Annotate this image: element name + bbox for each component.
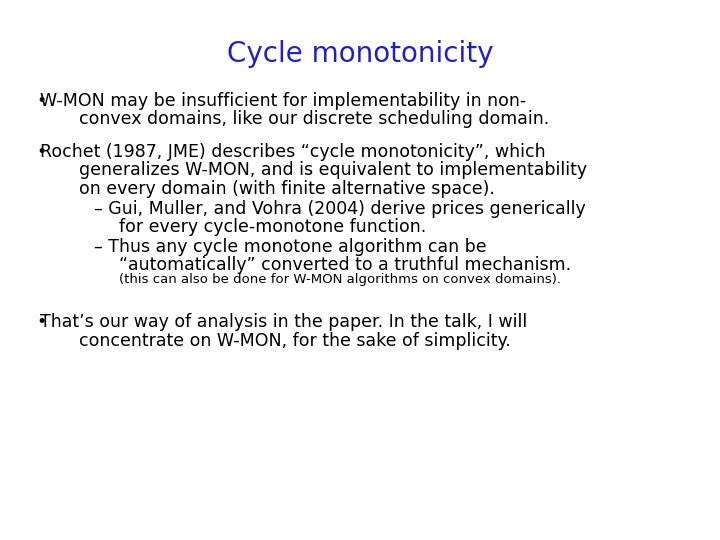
Text: for every cycle-monotone function.: for every cycle-monotone function.	[119, 218, 426, 236]
Text: (this can also be done for W-MON algorithms on convex domains).: (this can also be done for W-MON algorit…	[119, 273, 561, 286]
Text: concentrate on W-MON, for the sake of simplicity.: concentrate on W-MON, for the sake of si…	[79, 332, 511, 349]
Text: •: •	[36, 92, 46, 110]
Text: Cycle monotonicity: Cycle monotonicity	[227, 40, 493, 69]
Text: generalizes W-MON, and is equivalent to implementability: generalizes W-MON, and is equivalent to …	[79, 161, 588, 179]
Text: – Thus any cycle monotone algorithm can be: – Thus any cycle monotone algorithm can …	[94, 238, 486, 256]
Text: W-MON may be insufficient for implementability in non-: W-MON may be insufficient for implementa…	[40, 92, 526, 110]
Text: •: •	[36, 143, 46, 161]
Text: That’s our way of analysis in the paper. In the talk, I will: That’s our way of analysis in the paper.…	[40, 313, 527, 331]
Text: Rochet (1987, JME) describes “cycle monotonicity”, which: Rochet (1987, JME) describes “cycle mono…	[40, 143, 545, 161]
Text: convex domains, like our discrete scheduling domain.: convex domains, like our discrete schedu…	[79, 110, 549, 128]
Text: – Gui, Muller, and Vohra (2004) derive prices generically: – Gui, Muller, and Vohra (2004) derive p…	[94, 200, 585, 218]
Text: on every domain (with finite alternative space).: on every domain (with finite alternative…	[79, 180, 495, 198]
Text: “automatically” converted to a truthful mechanism.: “automatically” converted to a truthful …	[119, 256, 571, 274]
Text: •: •	[36, 313, 46, 331]
